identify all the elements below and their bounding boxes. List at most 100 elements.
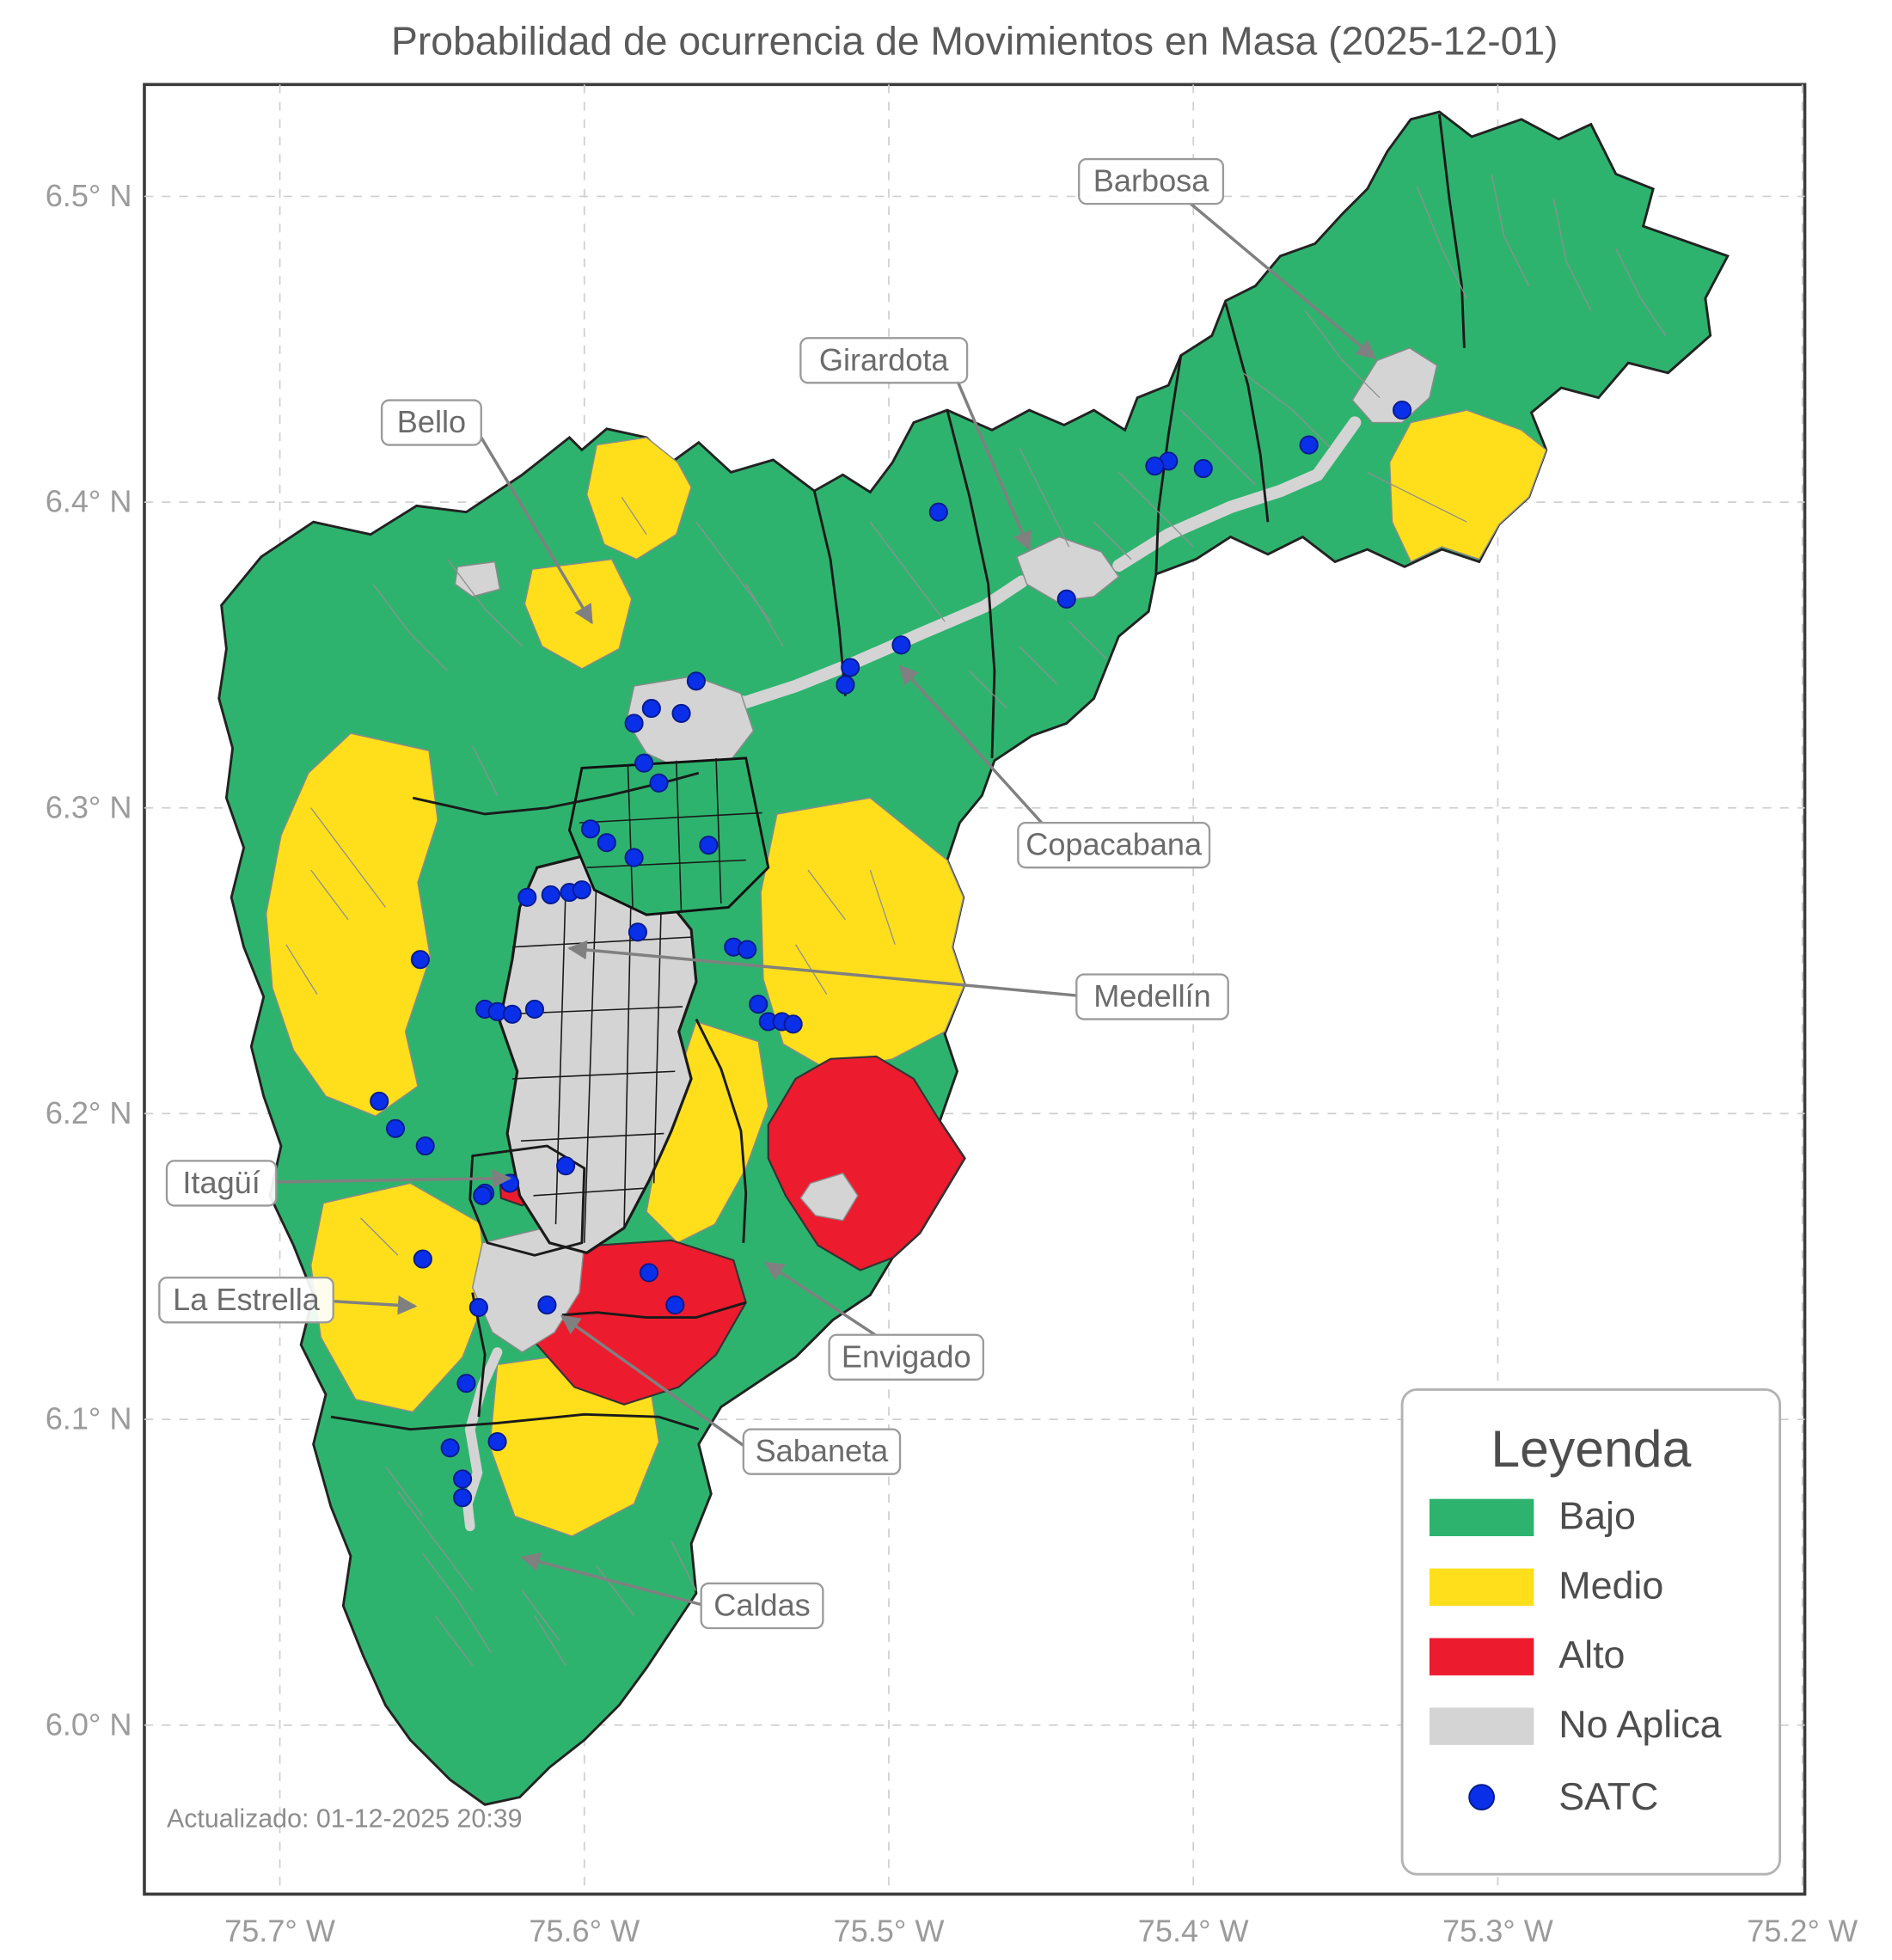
x-axis: 75.7° W 75.6° W 75.5° W 75.4° W 75.3° W … bbox=[224, 1913, 1858, 1948]
annotation-label: La Estrella bbox=[173, 1282, 321, 1317]
annotation-itagui: Itagüí bbox=[165, 1160, 278, 1207]
legend-satc-dot bbox=[1468, 1784, 1496, 1810]
satc-point bbox=[572, 880, 591, 900]
legend-label: Alto bbox=[1558, 1633, 1625, 1676]
annotation-barbosa: Barbosa bbox=[1078, 157, 1225, 205]
satc-point bbox=[456, 1374, 476, 1393]
legend-item-medio: Medio bbox=[1429, 1564, 1663, 1607]
satc-point bbox=[453, 1469, 473, 1489]
x-tick-label: 75.2° W bbox=[1747, 1913, 1858, 1948]
annotation-girardota: Girardota bbox=[799, 337, 969, 384]
comuna-cluster bbox=[567, 756, 770, 916]
satc-point bbox=[468, 1297, 488, 1318]
satc-point bbox=[641, 699, 661, 719]
satc-point bbox=[634, 753, 654, 773]
legend-label: SATC bbox=[1558, 1775, 1658, 1818]
legend-item-alto: Alto bbox=[1429, 1633, 1625, 1676]
annotation-label: Itagüí bbox=[182, 1165, 260, 1200]
satc-point bbox=[385, 1118, 406, 1138]
satc-point bbox=[1193, 459, 1213, 479]
legend-item-bajo: Bajo bbox=[1429, 1494, 1636, 1537]
satc-point bbox=[649, 773, 669, 793]
satc-point bbox=[749, 995, 768, 1014]
x-tick-label: 75.3° W bbox=[1442, 1913, 1553, 1948]
legend-swatch-medio bbox=[1429, 1568, 1534, 1606]
satc-point bbox=[597, 833, 616, 853]
satc-point bbox=[639, 1263, 659, 1283]
figure-title: Probabilidad de ocurrencia de Movimiento… bbox=[391, 19, 1558, 64]
satc-point bbox=[410, 950, 430, 970]
satc-point bbox=[537, 1295, 557, 1315]
y-tick-label: 6.3° N bbox=[46, 789, 132, 824]
vereda-boundaries bbox=[285, 174, 1667, 1666]
x-tick-label: 75.5° W bbox=[834, 1913, 945, 1948]
annotation-caldas: Caldas bbox=[700, 1582, 824, 1630]
satc-point bbox=[502, 1004, 522, 1024]
annotation-bello: Bello bbox=[380, 399, 482, 446]
satc-point bbox=[1299, 435, 1319, 455]
annotation-arrows bbox=[276, 202, 1377, 1607]
satc-point bbox=[738, 940, 757, 959]
municipal-boundaries bbox=[330, 113, 1466, 1431]
updated-timestamp: Actualizado: 01-12-2025 20:39 bbox=[167, 1804, 523, 1833]
satc-point bbox=[624, 848, 644, 867]
satc-point bbox=[415, 1136, 435, 1156]
annotation-label: Sabaneta bbox=[756, 1433, 890, 1468]
satc-point bbox=[928, 502, 948, 522]
satc-point bbox=[524, 999, 545, 1020]
annotation-la-estrella: La Estrella bbox=[158, 1277, 334, 1324]
y-tick-label: 6.2° N bbox=[46, 1095, 132, 1130]
satc-point bbox=[517, 887, 537, 907]
satc-point bbox=[628, 922, 648, 942]
y-tick-label: 6.5° N bbox=[46, 178, 132, 213]
satc-point bbox=[1056, 589, 1076, 609]
annotation-sabaneta: Sabaneta bbox=[742, 1428, 902, 1475]
satc-point bbox=[453, 1488, 473, 1508]
legend-swatch-no-aplica bbox=[1429, 1707, 1534, 1745]
annotation-envigado: Envigado bbox=[828, 1333, 985, 1381]
satc-point bbox=[413, 1249, 432, 1269]
satc-point bbox=[370, 1091, 389, 1112]
satc-point bbox=[686, 671, 706, 691]
annotation-copacabana: Copacabana bbox=[1017, 821, 1211, 869]
legend-swatch-bajo bbox=[1429, 1498, 1534, 1536]
satc-point bbox=[783, 1014, 803, 1034]
y-axis: 6.5° N 6.4° N 6.3° N 6.2° N 6.1° N 6.0° … bbox=[46, 178, 132, 1742]
annotation-label: Envigado bbox=[842, 1338, 971, 1374]
satc-point bbox=[841, 658, 860, 677]
annotation-label: Barbosa bbox=[1093, 163, 1209, 199]
annotation-label: Bello bbox=[397, 404, 466, 439]
legend-title: Leyenda bbox=[1491, 1419, 1691, 1478]
y-tick-label: 6.1° N bbox=[46, 1401, 132, 1436]
legend-swatch-alto bbox=[1429, 1638, 1534, 1675]
annotations: Barbosa Girardota Bello Copacabana Medel… bbox=[158, 157, 1229, 1630]
annotation-label: Caldas bbox=[713, 1588, 810, 1623]
satc-point bbox=[891, 635, 911, 655]
satc-point bbox=[671, 703, 691, 723]
x-tick-label: 75.4° W bbox=[1138, 1913, 1249, 1948]
annotation-label: Girardota bbox=[819, 342, 949, 377]
legend: Leyenda Bajo Medio Alto No Aplica SATC bbox=[1400, 1387, 1782, 1876]
legend-label: Bajo bbox=[1558, 1494, 1636, 1537]
satc-point bbox=[1145, 456, 1165, 476]
satc-point bbox=[1393, 401, 1412, 420]
y-tick-label: 6.4° N bbox=[46, 484, 132, 519]
satc-point bbox=[665, 1295, 685, 1315]
satc-point bbox=[699, 836, 719, 855]
satc-point bbox=[541, 885, 560, 905]
regions-medio bbox=[265, 409, 1547, 1537]
satc-point bbox=[836, 675, 855, 695]
legend-label: No Aplica bbox=[1558, 1703, 1721, 1746]
satc-point bbox=[556, 1156, 576, 1176]
satc-point bbox=[580, 819, 601, 839]
legend-item-no-aplica: No Aplica bbox=[1429, 1703, 1722, 1746]
satc-point bbox=[487, 1432, 507, 1452]
legend-label: Medio bbox=[1558, 1564, 1663, 1607]
annotation-label: Copacabana bbox=[1026, 827, 1203, 862]
x-tick-label: 75.6° W bbox=[529, 1913, 640, 1948]
y-tick-label: 6.0° N bbox=[46, 1706, 132, 1742]
annotation-medellin: Medellín bbox=[1075, 973, 1229, 1020]
x-tick-label: 75.7° W bbox=[224, 1913, 335, 1948]
legend-item-satc: SATC bbox=[1468, 1775, 1658, 1818]
